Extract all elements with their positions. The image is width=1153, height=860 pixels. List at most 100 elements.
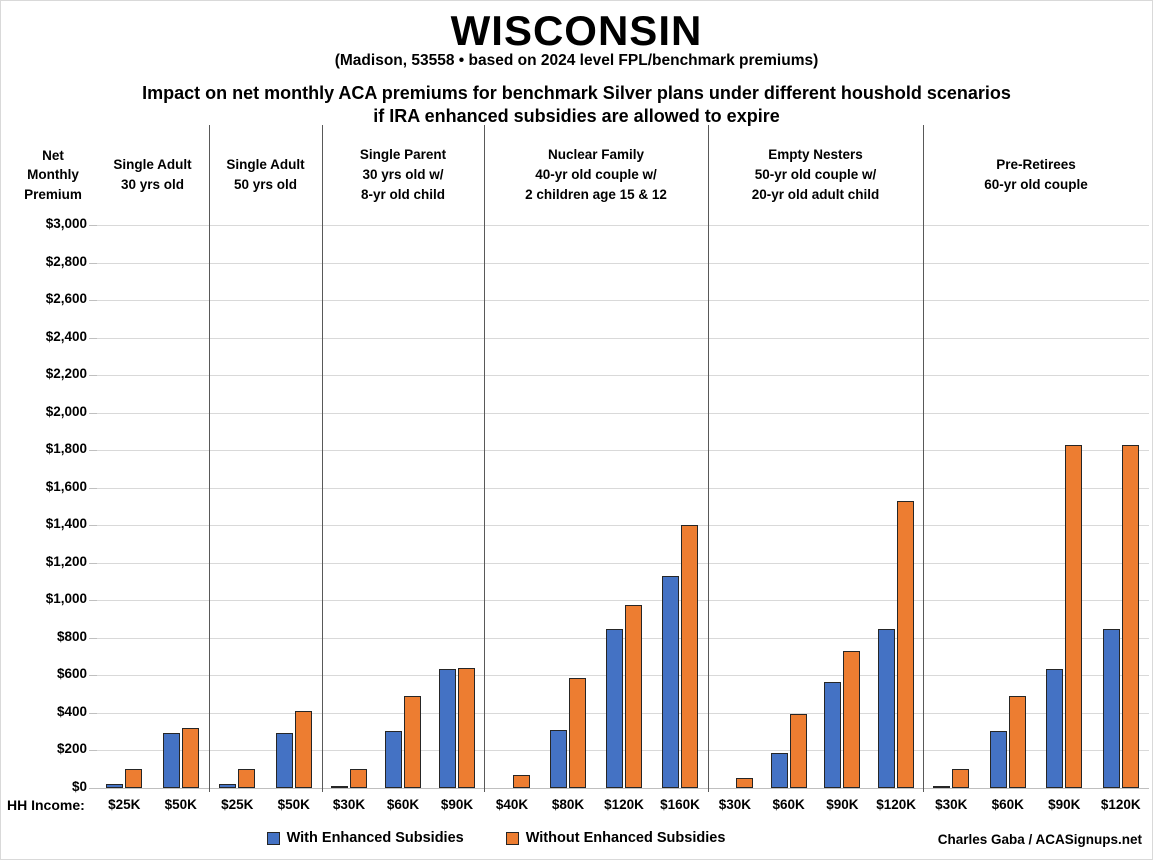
y-axis-tick bbox=[89, 487, 97, 489]
x-axis-label: $120K bbox=[876, 797, 917, 812]
group-header-line: Nuclear Family bbox=[547, 146, 645, 162]
legend-item-without-subsidies: Without Enhanced Subsidies bbox=[505, 830, 725, 846]
gridline bbox=[96, 337, 1149, 339]
credit-text: Charles Gaba / ACASignups.net bbox=[937, 832, 1142, 847]
bar-with-enhanced-subsidies bbox=[662, 576, 679, 788]
bar-with-enhanced-subsidies bbox=[385, 731, 402, 788]
x-axis-label: $90K bbox=[1048, 797, 1081, 812]
x-axis-label: $30K bbox=[332, 797, 366, 812]
y-axis-tick bbox=[89, 262, 97, 264]
x-axis-label: $50K bbox=[277, 797, 310, 812]
bar-with-enhanced-subsidies bbox=[162, 733, 180, 788]
gridline bbox=[96, 412, 1149, 414]
chart-subtitle: (Madison, 53558 • based on 2024 level FP… bbox=[334, 52, 819, 69]
x-axis-label: $90K bbox=[826, 797, 859, 812]
y-axis-title-line: Premium bbox=[24, 186, 82, 202]
group-header-line: Empty Nesters bbox=[768, 146, 863, 162]
bar-with-enhanced-subsidies bbox=[1102, 629, 1120, 788]
x-axis-label: $80K bbox=[551, 797, 585, 812]
bar-with-enhanced-subsidies bbox=[331, 786, 348, 788]
gridline bbox=[96, 788, 1149, 789]
bar-without-enhanced-subsidies bbox=[350, 769, 367, 788]
y-axis-tick bbox=[89, 525, 97, 527]
y-axis-tick bbox=[89, 337, 97, 339]
x-axis-label: $30K bbox=[935, 797, 968, 812]
x-axis-label: $30K bbox=[718, 797, 752, 812]
gridline bbox=[96, 375, 1149, 377]
y-axis-tick bbox=[89, 450, 97, 452]
bar-without-enhanced-subsidies bbox=[294, 711, 312, 788]
x-axis-title: HH Income: bbox=[7, 797, 85, 813]
bar-without-enhanced-subsidies bbox=[681, 525, 698, 788]
bar-without-enhanced-subsidies bbox=[513, 775, 530, 788]
x-axis-label: $120K bbox=[604, 797, 644, 812]
gridline bbox=[96, 487, 1149, 489]
y-axis-label: $200 bbox=[56, 741, 87, 757]
chart-title: WISCONSIN bbox=[450, 7, 703, 54]
y-axis-label: $2,000 bbox=[45, 403, 87, 419]
gridline bbox=[96, 262, 1149, 264]
legend-label-with-subsidies: With Enhanced Subsidies bbox=[286, 830, 464, 846]
y-axis-label: $2,800 bbox=[45, 253, 87, 269]
gridline bbox=[96, 562, 1149, 564]
bar-without-enhanced-subsidies bbox=[458, 668, 475, 788]
y-axis-tick bbox=[89, 300, 97, 302]
chart-heading-line1: Impact on net monthly ACA premiums for b… bbox=[142, 83, 1011, 103]
group-header-line: Single Adult bbox=[226, 156, 305, 172]
group-header-line: 2 children age 15 & 12 bbox=[525, 187, 667, 203]
group-header-line: 30 yrs old bbox=[120, 177, 185, 192]
y-axis-label: $800 bbox=[56, 628, 87, 644]
bar-without-enhanced-subsidies bbox=[952, 769, 970, 788]
bar-with-enhanced-subsidies bbox=[1046, 669, 1064, 788]
bar-without-enhanced-subsidies bbox=[569, 678, 586, 788]
y-axis-tick bbox=[89, 712, 97, 714]
chart-heading-line2: if IRA enhanced subsidies are allowed to… bbox=[373, 106, 780, 127]
bar-without-enhanced-subsidies bbox=[125, 769, 143, 788]
group-header: Single Adult 50 yrs old bbox=[209, 143, 322, 207]
bar-without-enhanced-subsidies bbox=[735, 778, 753, 788]
y-axis-tick bbox=[89, 412, 97, 414]
bar-with-enhanced-subsidies bbox=[770, 753, 788, 788]
y-axis-tick bbox=[89, 750, 97, 752]
y-axis-title-line: Monthly bbox=[27, 167, 79, 183]
y-axis-label: $1,000 bbox=[45, 591, 87, 607]
y-axis-title: Net Monthly Premium bbox=[9, 143, 97, 207]
bar-with-enhanced-subsidies bbox=[878, 629, 896, 788]
x-axis-label: $60K bbox=[386, 797, 420, 812]
group-header-line: 40-yr old couple w/ bbox=[535, 166, 657, 182]
bar-without-enhanced-subsidies bbox=[789, 714, 807, 788]
x-axis-label: $60K bbox=[991, 797, 1024, 812]
group-divider bbox=[322, 125, 323, 792]
x-axis-label: $90K bbox=[440, 797, 474, 812]
bar-without-enhanced-subsidies bbox=[843, 651, 861, 788]
group-header-line: Single Adult bbox=[113, 156, 192, 172]
bar-with-enhanced-subsidies bbox=[606, 629, 623, 788]
y-axis-title-line: Net bbox=[42, 147, 64, 163]
group-header-line: 8-yr old child bbox=[360, 187, 445, 203]
bar-with-enhanced-subsidies bbox=[106, 784, 124, 788]
group-header: Single Adult 30 yrs old bbox=[96, 143, 209, 207]
gridline bbox=[96, 525, 1149, 527]
y-axis-label: $1,400 bbox=[45, 516, 87, 532]
gridline bbox=[96, 600, 1149, 602]
chart-heading: Impact on net monthly ACA premiums for b… bbox=[1, 82, 1152, 129]
group-header: Empty Nesters 50-yr old couple w/20-yr ol… bbox=[708, 143, 923, 207]
group-header-line: 60-yr old couple bbox=[984, 177, 1088, 192]
bar-with-enhanced-subsidies bbox=[933, 786, 951, 788]
group-header: Nuclear Family 40-yr old couple w/2 child… bbox=[484, 143, 708, 207]
y-axis-tick bbox=[89, 225, 97, 226]
legend-item-with-subsidies: With Enhanced Subsidies bbox=[266, 830, 464, 846]
legend-swatch-with-subsidies-icon bbox=[266, 831, 280, 845]
y-axis-tick bbox=[89, 637, 97, 639]
y-axis-label: $1,800 bbox=[45, 441, 87, 457]
bar-with-enhanced-subsidies bbox=[275, 733, 293, 788]
y-axis-label: $1,600 bbox=[45, 478, 87, 494]
legend: With Enhanced Subsidies Without Enhanced… bbox=[1, 830, 991, 846]
bar-without-enhanced-subsidies bbox=[1065, 445, 1083, 788]
group-divider bbox=[708, 125, 709, 792]
group-header-line: 50-yr old couple w/ bbox=[754, 166, 877, 182]
y-axis-label: $3,000 bbox=[45, 216, 87, 231]
y-axis-tick bbox=[89, 675, 97, 677]
bar-with-enhanced-subsidies bbox=[439, 669, 456, 788]
